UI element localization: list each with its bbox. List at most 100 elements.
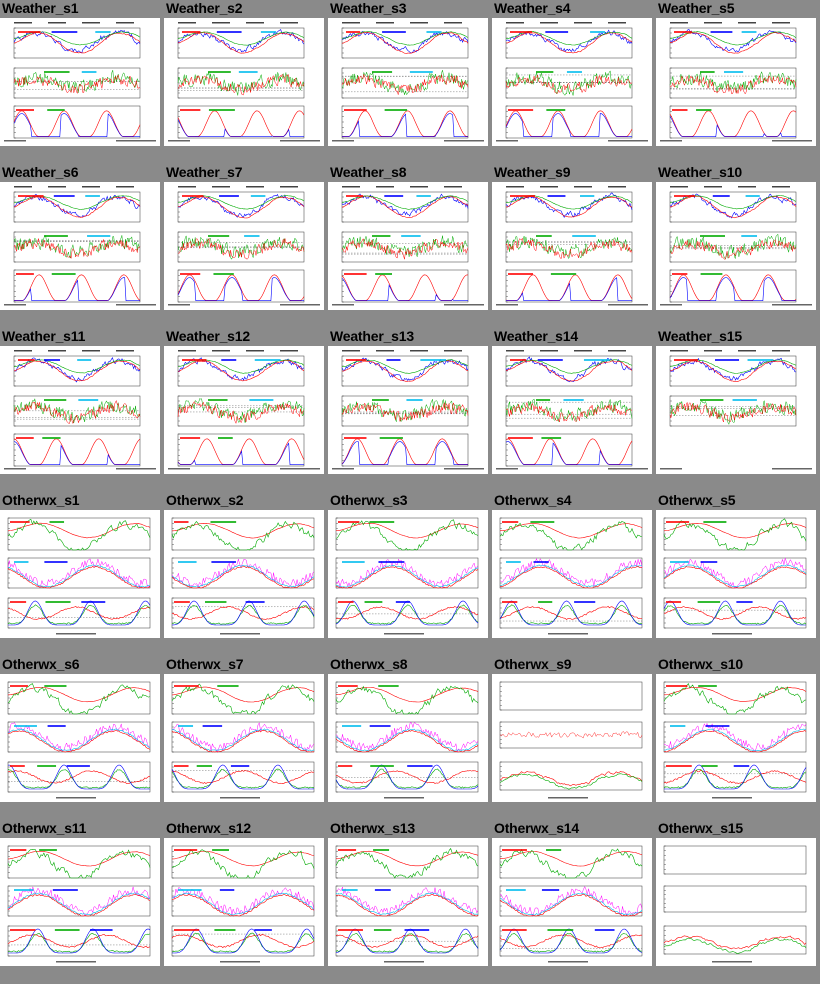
series-line: [335, 892, 479, 915]
legend-entry: [712, 195, 730, 197]
legend-entry: [370, 765, 394, 767]
legend-entry: [502, 521, 519, 523]
plot-thumbnail[interactable]: [492, 510, 652, 638]
plot-panel: [663, 885, 807, 913]
thumbnail-card: Weather_s3: [328, 0, 492, 164]
solar-line: [505, 438, 633, 465]
date-label: [574, 350, 592, 352]
series-line: [663, 683, 807, 715]
legend-entry: [214, 929, 236, 931]
series-line: [499, 600, 643, 626]
plot-thumbnail[interactable]: [656, 674, 816, 802]
plot-thumbnail[interactable]: [0, 510, 160, 638]
plot-thumbnail[interactable]: [164, 346, 324, 474]
legend-entry: [574, 601, 596, 603]
legend-entry: [344, 109, 367, 111]
plot-thumbnail[interactable]: [0, 18, 160, 146]
plot-thumbnail[interactable]: [492, 346, 652, 474]
thumbnail-title: Otherwx_s13: [330, 820, 415, 836]
legend-entry: [666, 765, 692, 767]
legend-entry: [95, 31, 111, 33]
plot-thumbnail[interactable]: [164, 838, 324, 966]
wind-direction-line: [505, 70, 633, 96]
series-line: [171, 566, 315, 589]
plot-thumbnail[interactable]: [328, 510, 488, 638]
plot-thumbnail[interactable]: [164, 182, 324, 310]
plot-thumbnail[interactable]: [164, 674, 324, 802]
thumbnail-title: Weather_s8: [330, 164, 407, 180]
series-line: [171, 559, 315, 589]
plot-thumbnail[interactable]: [328, 346, 488, 474]
thumbnail-card: Weather_s5: [656, 0, 820, 164]
plot-thumbnail[interactable]: [0, 838, 160, 966]
plot-thumbnail[interactable]: [656, 182, 816, 310]
plot-thumbnail[interactable]: [328, 18, 488, 146]
plot-thumbnail[interactable]: [492, 838, 652, 966]
date-label: [178, 350, 196, 352]
legend-entry: [404, 929, 430, 931]
legend-entry: [18, 195, 44, 197]
plot-thumbnail[interactable]: [656, 838, 816, 966]
plot-thumbnail[interactable]: [656, 18, 816, 146]
plot-thumbnail[interactable]: [492, 674, 652, 802]
series-line: [7, 522, 151, 539]
caption-text: [4, 140, 26, 142]
plot-thumbnail[interactable]: [328, 674, 488, 802]
plot-thumbnail[interactable]: [0, 346, 160, 474]
series-line: [171, 686, 315, 703]
thumbnail-card: Otherwx_s10: [656, 656, 820, 820]
caption-text: [280, 468, 320, 470]
series-line: [499, 523, 643, 539]
legend-entry: [674, 31, 692, 33]
legend-entry: [14, 889, 34, 891]
caption-text: [4, 468, 26, 470]
series-line: [171, 600, 315, 626]
legend-entry: [254, 359, 281, 361]
legend-entry: [51, 273, 76, 275]
plot-thumbnail[interactable]: [0, 182, 160, 310]
caption-text: [56, 961, 96, 963]
legend-entry: [508, 273, 533, 275]
wind-speed-line: [505, 237, 633, 259]
plot-thumbnail[interactable]: [0, 674, 160, 802]
plot-panel: [13, 231, 141, 263]
rain-line: [13, 441, 140, 465]
thumbnail-card: Otherwx_s7: [164, 656, 328, 820]
series-line: [336, 606, 479, 620]
series-line: [335, 850, 479, 867]
plot-thumbnail[interactable]: [656, 346, 816, 474]
plot-thumbnail[interactable]: [164, 18, 324, 146]
pressure-line: [341, 193, 469, 217]
plot-graphic: [171, 517, 315, 635]
thumbnail-title: Otherwx_s8: [330, 656, 408, 672]
plot-thumbnail[interactable]: [328, 182, 488, 310]
plot-thumbnail[interactable]: [656, 510, 816, 638]
plot-thumbnail[interactable]: [492, 182, 652, 310]
series-line: [7, 770, 151, 784]
wind-speed-line: [669, 401, 797, 423]
plot-thumbnail[interactable]: [328, 838, 488, 966]
date-label: [506, 350, 524, 352]
legend-entry: [384, 109, 408, 111]
thumbnail-title: Otherwx_s9: [494, 656, 572, 672]
legend-entry: [342, 561, 365, 563]
series-line: [7, 730, 151, 753]
legend-entry: [379, 437, 403, 439]
legend-entry: [37, 765, 57, 767]
date-label: [246, 186, 264, 188]
plot-thumbnail[interactable]: [164, 510, 324, 638]
legend-entry: [409, 71, 433, 73]
thumbnail-title: Weather_s7: [166, 164, 243, 180]
date-label: [506, 186, 524, 188]
legend-entry: [537, 359, 563, 361]
caption-text: [56, 633, 96, 635]
series-line: [663, 518, 807, 551]
legend-entry: [700, 561, 718, 563]
series-line: [172, 892, 315, 916]
thumbnail-card: Weather_s11: [0, 328, 164, 492]
series-line: [664, 722, 807, 752]
legend-entry: [10, 521, 30, 523]
caption-text: [384, 797, 424, 799]
plot-thumbnail[interactable]: [492, 18, 652, 146]
legend-entry: [219, 889, 235, 891]
